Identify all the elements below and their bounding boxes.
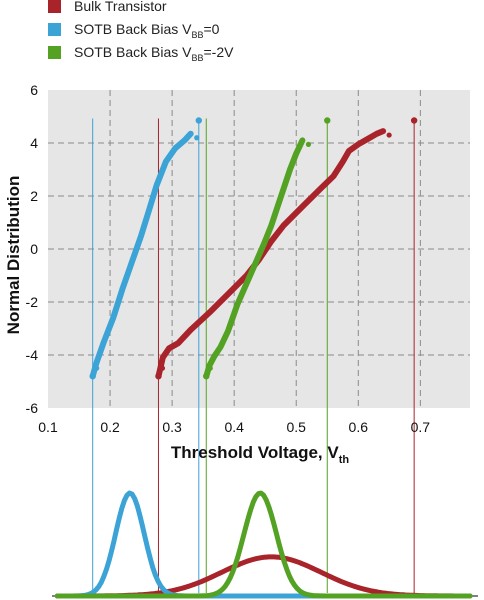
- y-tick-label: 4: [30, 135, 38, 151]
- x-tick-label: 0.6: [349, 419, 369, 435]
- series-layer: [89, 117, 418, 380]
- extreme-point: [410, 117, 418, 124]
- data-point: [194, 135, 200, 141]
- x-tick-labels: 0.1 0.2 0.3 0.4 0.5 0.6 0.7: [38, 419, 430, 435]
- legend-swatch-sotb-0: [48, 23, 61, 36]
- y-axis-title: Normal Distribution: [4, 176, 23, 335]
- data-point: [386, 132, 392, 138]
- data-point: [159, 365, 166, 371]
- distribution-curve: [54, 490, 473, 599]
- y-tick-label: 2: [30, 188, 38, 204]
- x-tick-label: 0.7: [411, 419, 431, 435]
- legend-swatch-bulk: [48, 0, 61, 13]
- y-tick-label: -6: [26, 400, 39, 416]
- drop-lines: [92, 118, 415, 593]
- x-axis-title: Threshold Voltage, Vth: [171, 443, 349, 466]
- legend-item-sotb-0: SOTB Back Bias VBB=0: [48, 21, 220, 40]
- legend-label-sotb-2v: SOTB Back Bias VBB=-2V: [74, 44, 234, 63]
- extreme-point: [203, 373, 210, 380]
- legend: Bulk Transistor SOTB Back Bias VBB=0 SOT…: [48, 0, 234, 63]
- legend-item-bulk: Bulk Transistor: [48, 0, 167, 14]
- series-line: [89, 130, 194, 380]
- x-tick-label: 0.1: [38, 419, 58, 435]
- x-tick-label: 0.4: [224, 419, 244, 435]
- legend-item-sotb-2v: SOTB Back Bias VBB=-2V: [48, 44, 234, 63]
- x-tick-label: 0.5: [287, 419, 307, 435]
- data-point: [94, 365, 100, 371]
- distribution-curves: [52, 490, 478, 599]
- y-tick-label: 6: [30, 82, 38, 98]
- data-point: [305, 141, 312, 147]
- y-tick-label: 0: [30, 241, 38, 257]
- extreme-point: [89, 373, 96, 380]
- series-line: [155, 128, 387, 380]
- data-point: [207, 365, 213, 371]
- x-tick-label: 0.2: [100, 419, 120, 435]
- extreme-point: [324, 117, 331, 124]
- y-tick-label: -2: [26, 294, 39, 310]
- legend-swatch-sotb-2v: [48, 46, 61, 59]
- extreme-point: [155, 373, 162, 380]
- y-tick-label: -4: [26, 347, 39, 363]
- legend-label-bulk: Bulk Transistor: [74, 0, 167, 14]
- legend-label-sotb-0: SOTB Back Bias VBB=0: [74, 21, 220, 40]
- series-line: [203, 137, 306, 380]
- y-tick-labels: 6 4 2 0 -2 -4 -6: [26, 82, 39, 416]
- x-tick-label: 0.3: [162, 419, 182, 435]
- extreme-point: [195, 117, 203, 124]
